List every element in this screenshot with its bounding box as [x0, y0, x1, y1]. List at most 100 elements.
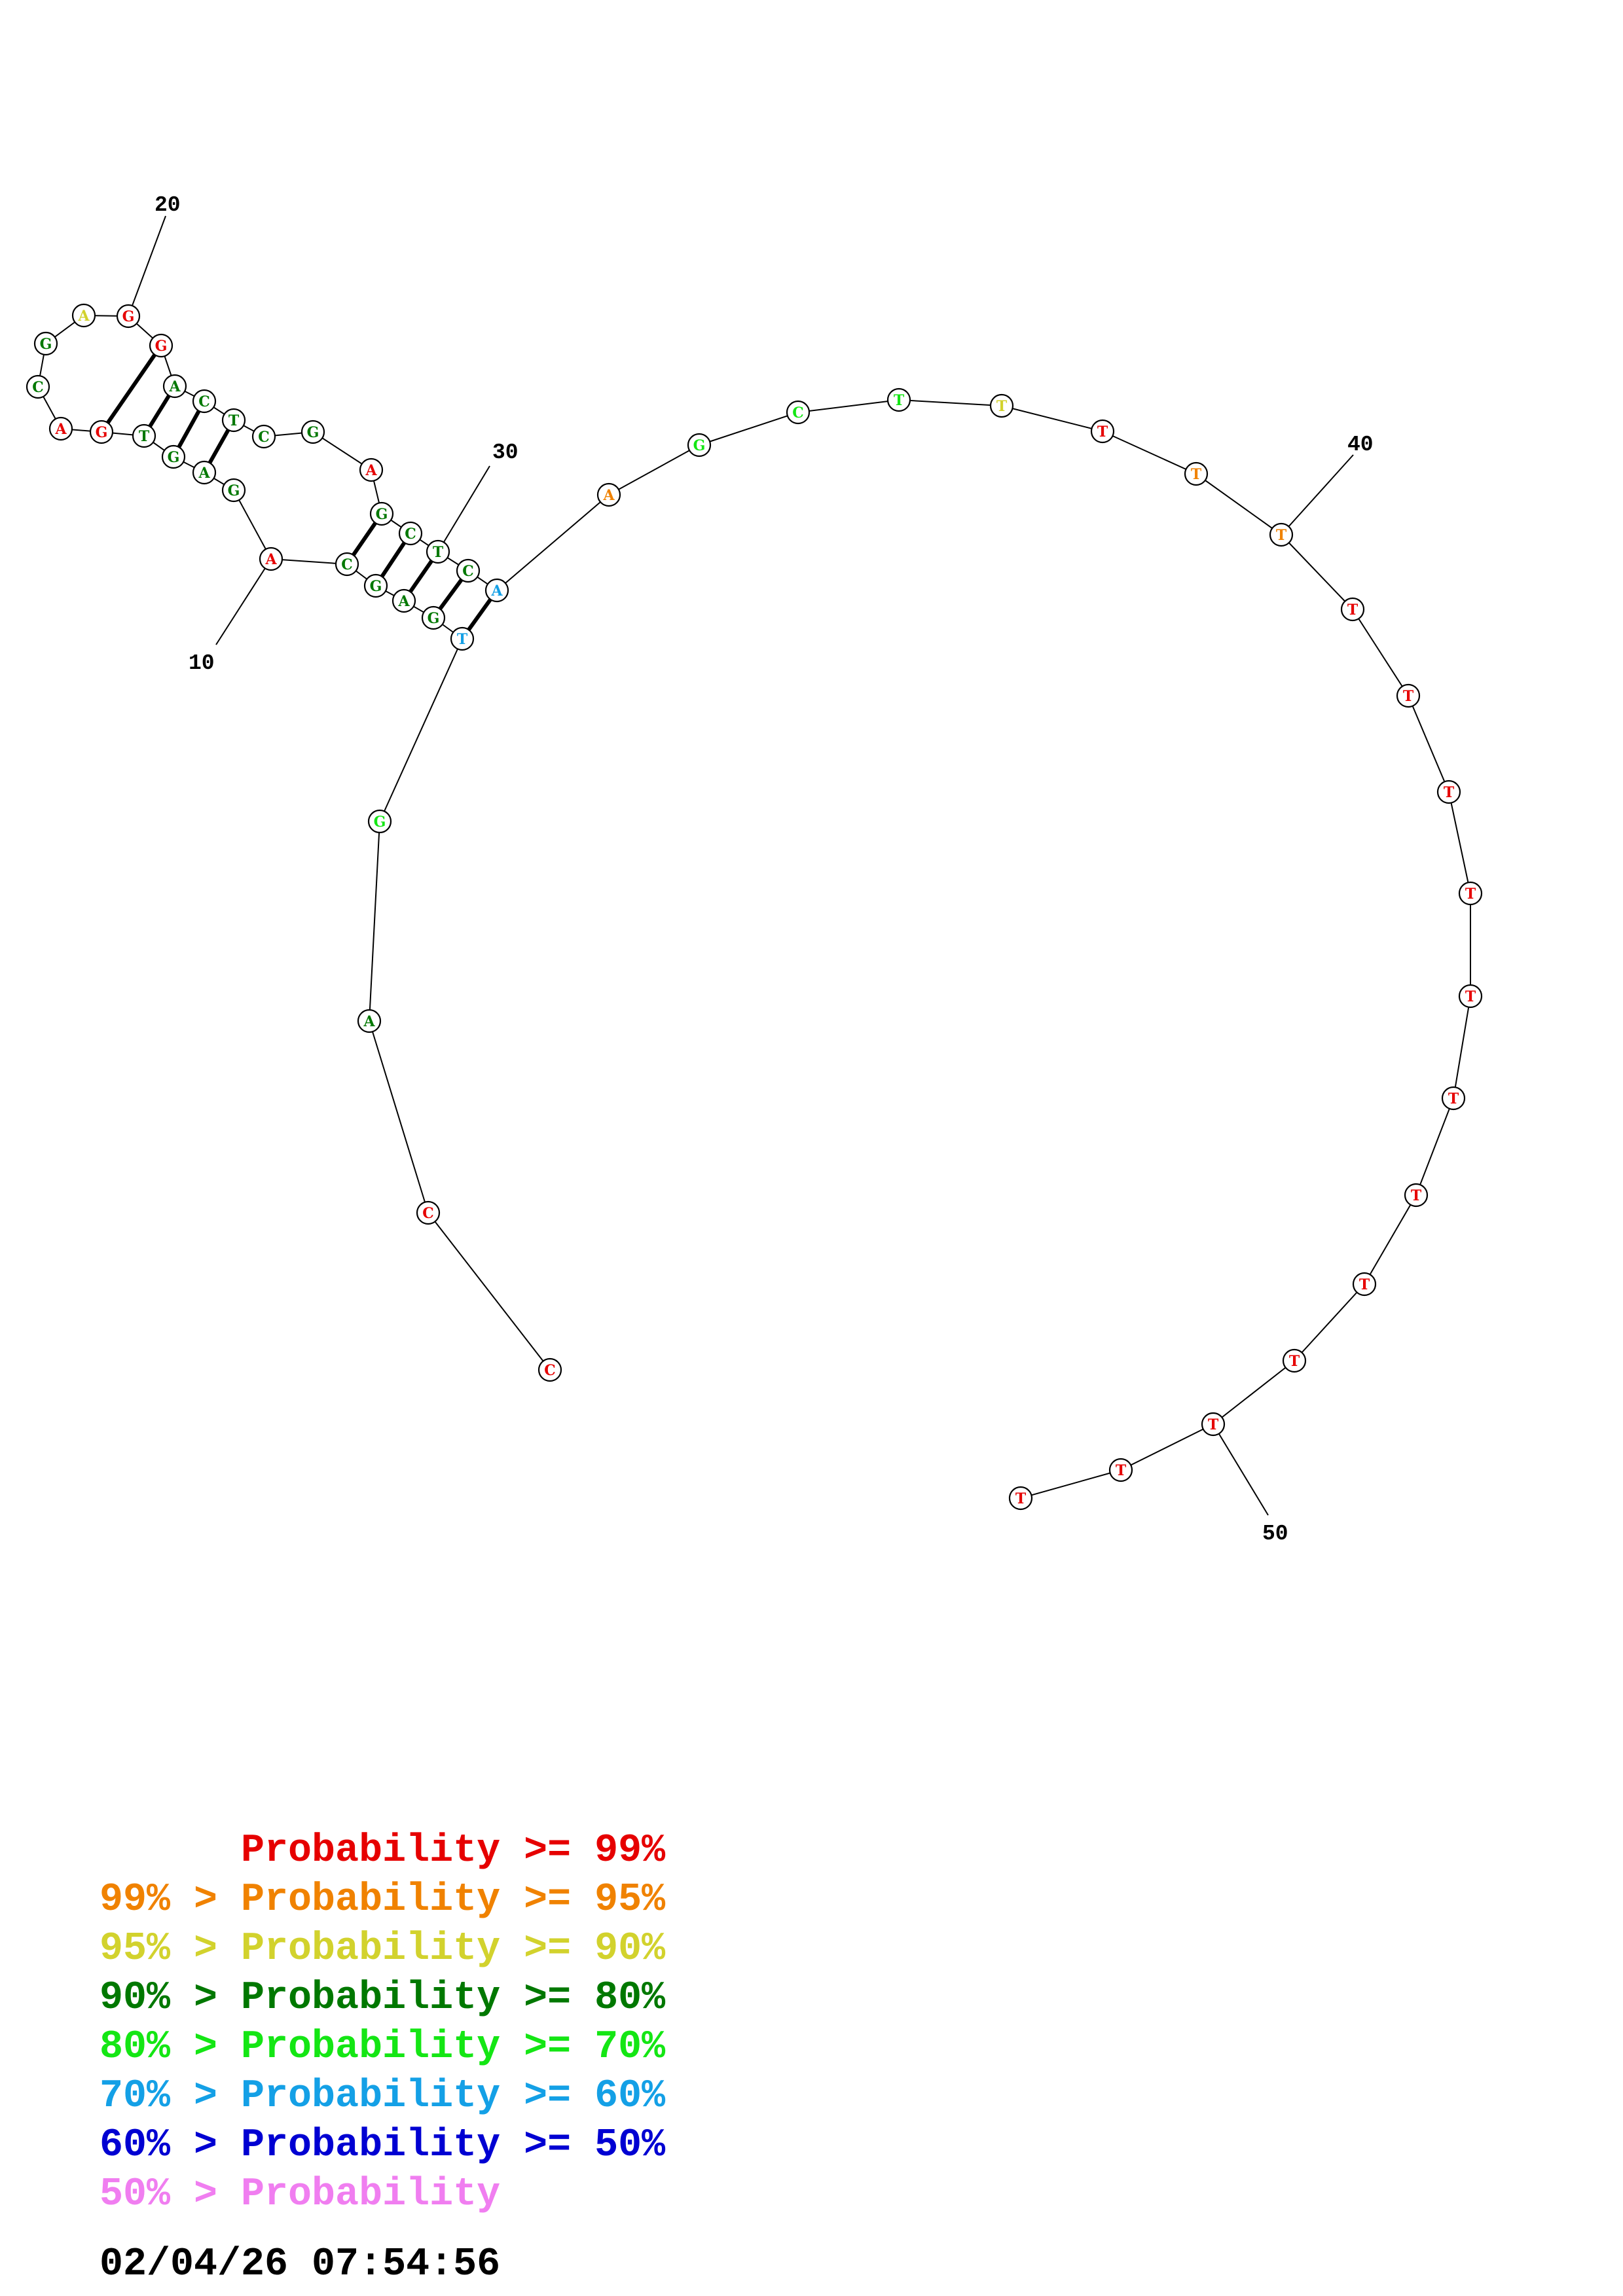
nucleotide-circle: [221, 478, 246, 503]
nucleotide-base: A: [54, 421, 67, 438]
nucleotide-base: A: [168, 378, 181, 395]
nucleotide: A: [71, 303, 96, 328]
nucleotide: G: [301, 420, 325, 444]
nucleotide-circle: [357, 1009, 382, 1033]
position-label: 10: [189, 651, 215, 675]
nucleotide: T: [1108, 1458, 1133, 1482]
nucleotide-base: G: [40, 336, 52, 353]
backbone-segment: [1281, 534, 1353, 610]
nucleotide-circle: [1184, 461, 1209, 486]
nucleotide: T: [1396, 683, 1421, 708]
nucleotide-circle: [363, 573, 388, 598]
position-tick: [437, 465, 490, 552]
nucleotide-base: A: [264, 551, 277, 568]
nucleotide: T: [1441, 1086, 1466, 1111]
nucleotide: T: [1340, 597, 1365, 622]
nucleotide-circle: [259, 547, 283, 571]
base-pair-bond: [177, 410, 201, 448]
backbone-segment: [608, 444, 700, 495]
nucleotide: G: [687, 433, 712, 457]
backbone-segment: [369, 821, 380, 1022]
nucleotide-circle: [392, 588, 416, 613]
nucleotide-circle: [1008, 1486, 1033, 1511]
nucleotide-circle: [192, 389, 217, 414]
nucleotide: T: [1269, 522, 1294, 547]
nucleotide-base: C: [462, 563, 474, 580]
nucleotide-base: T: [457, 631, 468, 648]
nucleotide-base: C: [792, 404, 804, 422]
base-pair-bond: [352, 522, 377, 556]
nucleotide-base: G: [307, 424, 319, 441]
nucleotide: T: [1436, 780, 1461, 804]
nucleotide: T: [1458, 881, 1483, 906]
nucleotide: A: [357, 1009, 382, 1033]
position-labels: 10 20 30 40 50: [155, 193, 1374, 1546]
nucleotide-base: T: [1097, 423, 1108, 440]
nucleotide: G: [161, 444, 186, 469]
nucleotide-base: C: [405, 526, 416, 543]
nucleotide: T: [221, 408, 246, 433]
nucleotide: T: [1201, 1412, 1226, 1437]
nucleotide: C: [251, 424, 276, 449]
nucleotide-base: T: [228, 412, 240, 429]
nucleotide-circle: [162, 374, 187, 399]
nucleotide-circle: [426, 539, 450, 564]
nucleotide-base: G: [374, 814, 386, 831]
nucleotide-base: C: [258, 429, 270, 446]
backbone-segment: [1020, 1469, 1122, 1499]
nucleotide-circle: [89, 420, 114, 444]
nucleotide-base: A: [490, 583, 503, 600]
nucleotide-base: T: [1276, 527, 1287, 544]
nucleotide-circle: [450, 626, 475, 651]
nucleotide: T: [1458, 984, 1483, 1009]
backbone-segment: [1195, 473, 1282, 535]
backbone-segment: [1294, 1283, 1365, 1361]
nucleotide-base: T: [1411, 1187, 1422, 1204]
position-tick: [128, 215, 166, 317]
nucleotide-base: G: [428, 610, 440, 627]
nucleotide-circle: [149, 333, 173, 358]
nucleotide-base: G: [122, 308, 135, 325]
backbone-segment: [1213, 1360, 1295, 1425]
backbone-segment: [1102, 431, 1197, 475]
nucleotide: G: [89, 420, 114, 444]
nucleotide-circle: [251, 424, 276, 449]
backbone-segment: [496, 494, 610, 591]
nucleotide: T: [1008, 1486, 1033, 1511]
nucleotide-base: T: [996, 398, 1008, 415]
nucleotide: A: [48, 416, 73, 441]
nucleotide-circle: [301, 420, 325, 444]
nucleotide-base: C: [422, 1205, 434, 1222]
nucleotide: A: [192, 460, 217, 485]
nucleotide: T: [1352, 1272, 1377, 1297]
nucleotide: A: [392, 588, 416, 613]
nucleotide: T: [1282, 1348, 1307, 1373]
nucleotide: T: [132, 423, 156, 448]
nucleotide: T: [1184, 461, 1209, 486]
nucleotide-base: A: [198, 465, 210, 482]
nucleotide-base: A: [397, 593, 410, 610]
nucleotide-circle: [786, 400, 811, 425]
nucleotide: G: [367, 809, 392, 834]
base-pair-bond: [438, 578, 464, 611]
nucleotide-base: G: [376, 506, 388, 523]
nucleotide-base: T: [1208, 1416, 1219, 1433]
nucleotide-base: T: [1465, 886, 1476, 903]
nucleotide: A: [259, 547, 283, 571]
backbone-segment: [797, 399, 900, 413]
nucleotide: A: [359, 457, 384, 482]
nucleotide: G: [221, 478, 246, 503]
position-label: 40: [1347, 433, 1374, 457]
nucleotide: C: [398, 521, 423, 546]
nucleotide-circle: [1201, 1412, 1226, 1437]
nucleotide-circle: [1404, 1183, 1429, 1208]
backbone: [37, 315, 1471, 1499]
nucleotide-base: G: [96, 424, 108, 441]
nucleotide-base: T: [1403, 688, 1414, 705]
backbone-segment: [1408, 695, 1450, 793]
nucleotide: T: [450, 626, 475, 651]
position-tick: [1281, 454, 1354, 535]
nucleotide-base: T: [1289, 1353, 1300, 1370]
position-label: 50: [1262, 1522, 1288, 1546]
